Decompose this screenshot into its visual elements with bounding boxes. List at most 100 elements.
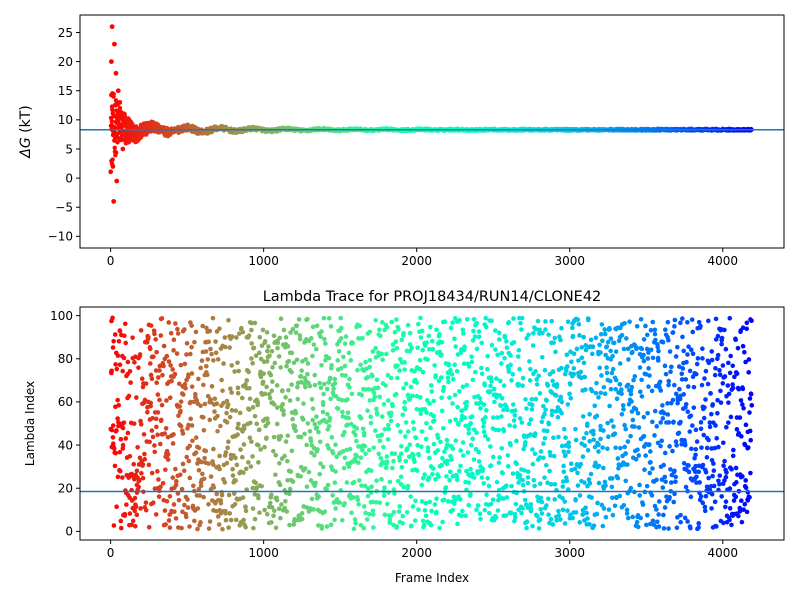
lambda-point (450, 473, 456, 479)
lambda-point (673, 479, 678, 485)
lambda-point (546, 421, 552, 427)
lambda-point (681, 460, 687, 466)
lambda-point (508, 353, 513, 358)
lambda-point (388, 410, 394, 416)
lambda-point (596, 463, 602, 469)
lambda-point (399, 443, 404, 449)
lambda-point (400, 513, 406, 519)
lambda-y-axis-label: Lambda Index (23, 381, 37, 466)
lambda-point (585, 421, 590, 427)
lambda-point (556, 434, 561, 440)
lambda-point (171, 348, 176, 353)
lambda-point (169, 378, 174, 384)
lambda-point (143, 507, 149, 513)
lambda-point (373, 345, 378, 351)
lambda-point (532, 483, 537, 489)
lambda-point (565, 319, 571, 325)
lambda-point (691, 384, 697, 390)
lambda-point (394, 524, 400, 529)
lambda-point (354, 453, 360, 459)
lambda-point (281, 412, 286, 417)
lambda-point (582, 443, 588, 448)
lambda-point (604, 344, 610, 349)
lambda-point (241, 442, 247, 447)
lambda-point (463, 423, 468, 429)
lambda-point (412, 369, 417, 374)
lambda-point (458, 463, 463, 469)
lambda-point (493, 347, 498, 352)
lambda-x-axis-label: Frame Index (395, 571, 469, 585)
lambda-point (328, 522, 334, 528)
lambda-point (522, 497, 528, 503)
lambda-point (346, 350, 352, 356)
lambda-point (404, 446, 410, 451)
lambda-point (118, 525, 124, 531)
lambda-point (510, 371, 516, 377)
lambda-point (148, 400, 154, 406)
lambda-point (249, 341, 254, 346)
lambda-point (549, 318, 555, 324)
lambda-point (641, 414, 647, 420)
lambda-point (163, 426, 169, 431)
lambda-point (623, 336, 629, 341)
lambda-point (596, 480, 602, 486)
lambda-point (346, 464, 352, 469)
lambda-point (166, 518, 172, 523)
lambda-point (519, 315, 525, 321)
lambda-point (414, 380, 419, 385)
lambda-point (262, 444, 267, 450)
dg-x-ticks: 0 1000 2000 3000 4000 (107, 248, 738, 268)
lambda-point (583, 387, 588, 392)
lambda-point (717, 473, 723, 478)
lambda-point (377, 500, 382, 505)
lambda-point (374, 406, 379, 412)
lambda-point (318, 461, 323, 466)
lambda-point (428, 425, 433, 431)
lambda-point (355, 367, 360, 373)
lambda-point (488, 463, 494, 468)
lambda-point (354, 438, 359, 444)
lambda-point (224, 410, 229, 416)
lambda-point (338, 315, 344, 321)
lambda-point (271, 513, 276, 519)
lambda-point (146, 524, 152, 530)
lambda-point (422, 472, 427, 477)
lambda-point (239, 395, 245, 401)
lambda-point (127, 369, 133, 374)
lambda-point (602, 331, 608, 337)
lambda-point (685, 352, 690, 357)
y-tick-label: 10 (58, 113, 73, 127)
lambda-point (733, 465, 739, 471)
lambda-point (638, 515, 643, 521)
lambda-point (685, 409, 691, 414)
lambda-point (636, 425, 642, 430)
lambda-point (365, 486, 371, 491)
lambda-point (402, 407, 408, 412)
lambda-point (671, 499, 677, 505)
lambda-point (565, 508, 570, 514)
lambda-point (584, 430, 589, 436)
lambda-point (313, 346, 319, 352)
lambda-point (531, 330, 536, 336)
lambda-point (417, 357, 423, 363)
lambda-point (516, 480, 521, 485)
lambda-point (656, 348, 661, 354)
lambda-point (497, 337, 502, 342)
lambda-point (702, 376, 707, 381)
lambda-point (179, 525, 184, 531)
lambda-point (167, 494, 173, 499)
lambda-point (660, 485, 666, 490)
lambda-point (241, 517, 246, 523)
lambda-point (111, 446, 117, 451)
lambda-point (673, 439, 679, 444)
lambda-point (591, 437, 596, 443)
lambda-point (355, 497, 361, 503)
lambda-point (585, 316, 591, 321)
lambda-point (426, 333, 432, 339)
lambda-point (439, 408, 445, 414)
lambda-point (284, 363, 289, 369)
lambda-point (726, 400, 731, 405)
lambda-point (111, 338, 116, 344)
lambda-point (672, 468, 677, 474)
lambda-point (682, 515, 688, 521)
